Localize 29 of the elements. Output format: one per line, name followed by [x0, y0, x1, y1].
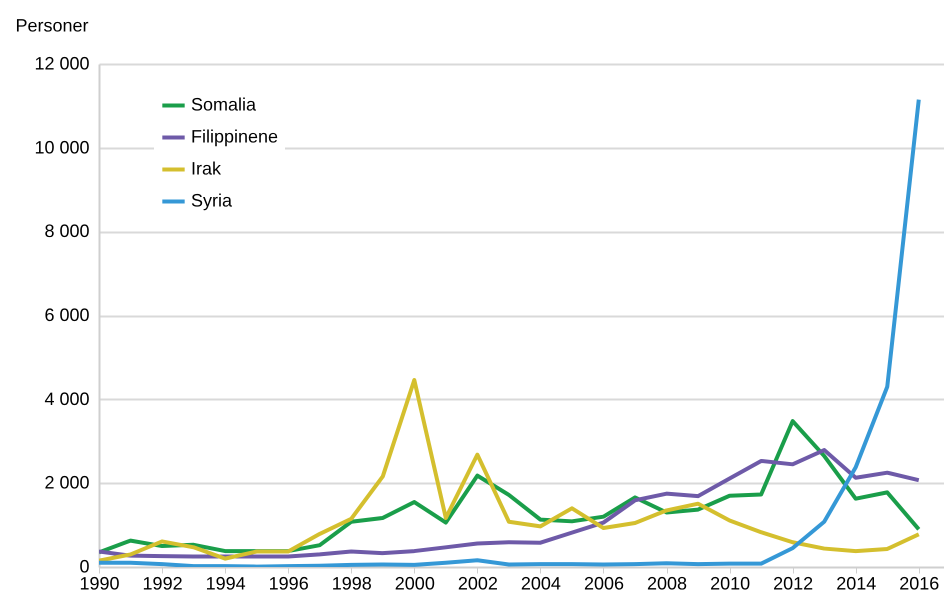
y-tick-label: 0: [79, 556, 90, 576]
y-axis-title: Personer: [16, 16, 89, 36]
x-tick-label: 2008: [647, 574, 688, 592]
y-tick-label: 6 000: [44, 305, 90, 325]
x-tick-label: 1992: [142, 574, 183, 592]
x-tick-label: 1998: [332, 574, 372, 592]
x-tick-label: 2002: [458, 574, 498, 592]
legend-label: Irak: [191, 158, 222, 178]
x-tick-label: 2004: [520, 574, 561, 592]
x-tick-label: 1994: [206, 574, 246, 592]
x-tick-label: 2000: [394, 574, 435, 592]
x-tick-label: 2016: [899, 574, 940, 592]
x-tick-label: 1996: [268, 574, 309, 592]
y-tick-label: 4 000: [44, 388, 90, 409]
x-tick-label: 2012: [773, 574, 814, 592]
line-series: [99, 378, 921, 563]
y-tick-label: 8 000: [44, 221, 90, 242]
y-tick-label: 10 000: [34, 137, 90, 158]
line-series: [99, 448, 921, 559]
x-tick-label: 2006: [584, 574, 624, 592]
legend-label: Somalia: [191, 94, 258, 114]
x-tick-label: 1990: [79, 574, 120, 592]
x-tick-label: 2010: [710, 574, 750, 592]
legend-label: Syria: [191, 190, 233, 210]
x-tick-label: 2014: [836, 574, 876, 592]
legend-label: Filippinene: [191, 126, 278, 146]
y-tick-label: 2 000: [44, 472, 90, 493]
line-series: [99, 98, 921, 567]
y-tick-label: 12 000: [34, 54, 90, 74]
